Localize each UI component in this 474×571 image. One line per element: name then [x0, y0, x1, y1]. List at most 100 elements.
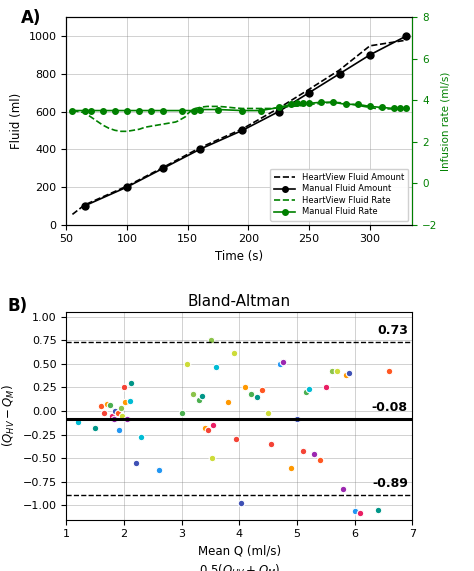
HeartView Fluid Amount — [161, 164, 166, 171]
Point — [120, 383, 128, 392]
Point — [276, 359, 283, 368]
Y-axis label: Infusion rate (ml/s): Infusion rate (ml/s) — [440, 71, 450, 171]
HeartView Fluid Rate — [137, 126, 142, 132]
Point — [299, 446, 307, 455]
Manual Fluid Rate — [403, 105, 409, 112]
Line: Manual Fluid Rate: Manual Fluid Rate — [70, 99, 409, 114]
Point — [334, 367, 341, 376]
Point — [109, 411, 116, 420]
Manual Fluid Rate — [215, 106, 221, 113]
Point — [302, 388, 310, 397]
Point — [123, 414, 131, 423]
X-axis label: Time (s): Time (s) — [215, 250, 264, 263]
Point — [190, 389, 197, 399]
Point — [103, 399, 110, 408]
Line: HeartView Fluid Rate: HeartView Fluid Rate — [73, 102, 406, 131]
Manual Fluid Rate — [319, 99, 324, 106]
HeartView Fluid Rate — [276, 104, 282, 111]
Point — [241, 383, 249, 392]
HeartView Fluid Rate — [331, 99, 337, 106]
Point — [351, 506, 358, 516]
Manual Fluid Rate — [367, 103, 373, 110]
HeartView Fluid Amount — [276, 104, 282, 111]
Point — [127, 378, 135, 387]
Point — [201, 424, 209, 433]
Manual Fluid Rate — [179, 107, 184, 114]
HeartView Fluid Rate — [182, 114, 188, 120]
Point — [178, 408, 185, 417]
Point — [183, 359, 191, 368]
Manual Fluid Amount — [306, 89, 312, 96]
Manual Fluid Rate — [300, 100, 306, 107]
Point — [237, 498, 244, 507]
Point — [233, 435, 240, 444]
Point — [155, 465, 163, 474]
HeartView Fluid Amount — [337, 67, 342, 74]
Manual Fluid Rate — [100, 107, 106, 114]
Point — [132, 459, 139, 468]
Point — [247, 389, 255, 399]
Point — [121, 397, 129, 406]
Point — [230, 348, 237, 357]
Point — [259, 386, 266, 395]
HeartView Fluid Amount — [367, 42, 373, 49]
Y-axis label: Fluid (ml): Fluid (ml) — [10, 93, 23, 149]
HeartView Fluid Rate — [118, 128, 124, 135]
Point — [116, 425, 123, 435]
Text: -0.08: -0.08 — [372, 401, 408, 414]
Manual Fluid Rate — [306, 100, 312, 107]
Text: B): B) — [8, 297, 27, 315]
Line: HeartView Fluid Amount: HeartView Fluid Amount — [73, 40, 406, 214]
Point — [212, 362, 220, 371]
Point — [253, 392, 261, 401]
Manual Fluid Amount — [239, 127, 245, 134]
HeartView Fluid Amount — [306, 86, 312, 93]
Point — [328, 367, 336, 376]
Point — [356, 508, 364, 517]
Point — [287, 463, 295, 472]
Manual Fluid Rate — [197, 106, 203, 113]
Point — [100, 408, 108, 417]
HeartView Fluid Amount — [124, 183, 130, 190]
Manual Fluid Rate — [331, 99, 337, 106]
Point — [293, 414, 301, 423]
Point — [97, 402, 105, 411]
Manual Fluid Rate — [239, 107, 245, 114]
Manual Fluid Amount — [367, 51, 373, 58]
Manual Fluid Rate — [392, 105, 397, 112]
Point — [385, 367, 393, 376]
Legend: HeartView Fluid Amount, Manual Fluid Amount, HeartView Fluid Rate, Manual Fluid : HeartView Fluid Amount, Manual Fluid Amo… — [270, 169, 408, 220]
Manual Fluid Rate — [137, 107, 142, 114]
Line: Manual Fluid Amount: Manual Fluid Amount — [81, 33, 410, 210]
Point — [279, 357, 286, 367]
Manual Fluid Rate — [343, 101, 348, 108]
Manual Fluid Amount — [197, 146, 203, 152]
Point — [208, 454, 216, 463]
Point — [374, 505, 382, 514]
Manual Fluid Amount — [82, 203, 87, 210]
Point — [114, 408, 122, 417]
Y-axis label: Q error (ml/s)
$(Q_{HV} - Q_M)$: Q error (ml/s) $(Q_{HV} - Q_M)$ — [0, 376, 17, 456]
Manual Fluid Rate — [355, 101, 361, 108]
Manual Fluid Rate — [191, 107, 197, 114]
Point — [111, 407, 119, 416]
Point — [204, 425, 211, 435]
HeartView Fluid Amount — [239, 126, 245, 132]
Manual Fluid Rate — [82, 107, 87, 114]
Point — [74, 418, 82, 427]
Text: 0.73: 0.73 — [377, 324, 408, 337]
HeartView Fluid Amount — [70, 211, 75, 218]
X-axis label: Mean Q (ml/s)
$0.5(Q_{HV} + Q_M)$: Mean Q (ml/s) $0.5(Q_{HV} + Q_M)$ — [198, 545, 281, 571]
Manual Fluid Amount — [276, 108, 282, 115]
HeartView Fluid Amount — [197, 144, 203, 151]
Point — [322, 382, 329, 391]
Manual Fluid Rate — [88, 107, 93, 114]
Point — [316, 456, 324, 465]
Manual Fluid Rate — [397, 105, 403, 112]
Point — [118, 404, 125, 413]
Point — [345, 369, 353, 378]
Point — [224, 397, 232, 406]
HeartView Fluid Rate — [175, 118, 181, 124]
Title: Bland-Altman: Bland-Altman — [188, 295, 291, 309]
HeartView Fluid Rate — [403, 106, 409, 112]
